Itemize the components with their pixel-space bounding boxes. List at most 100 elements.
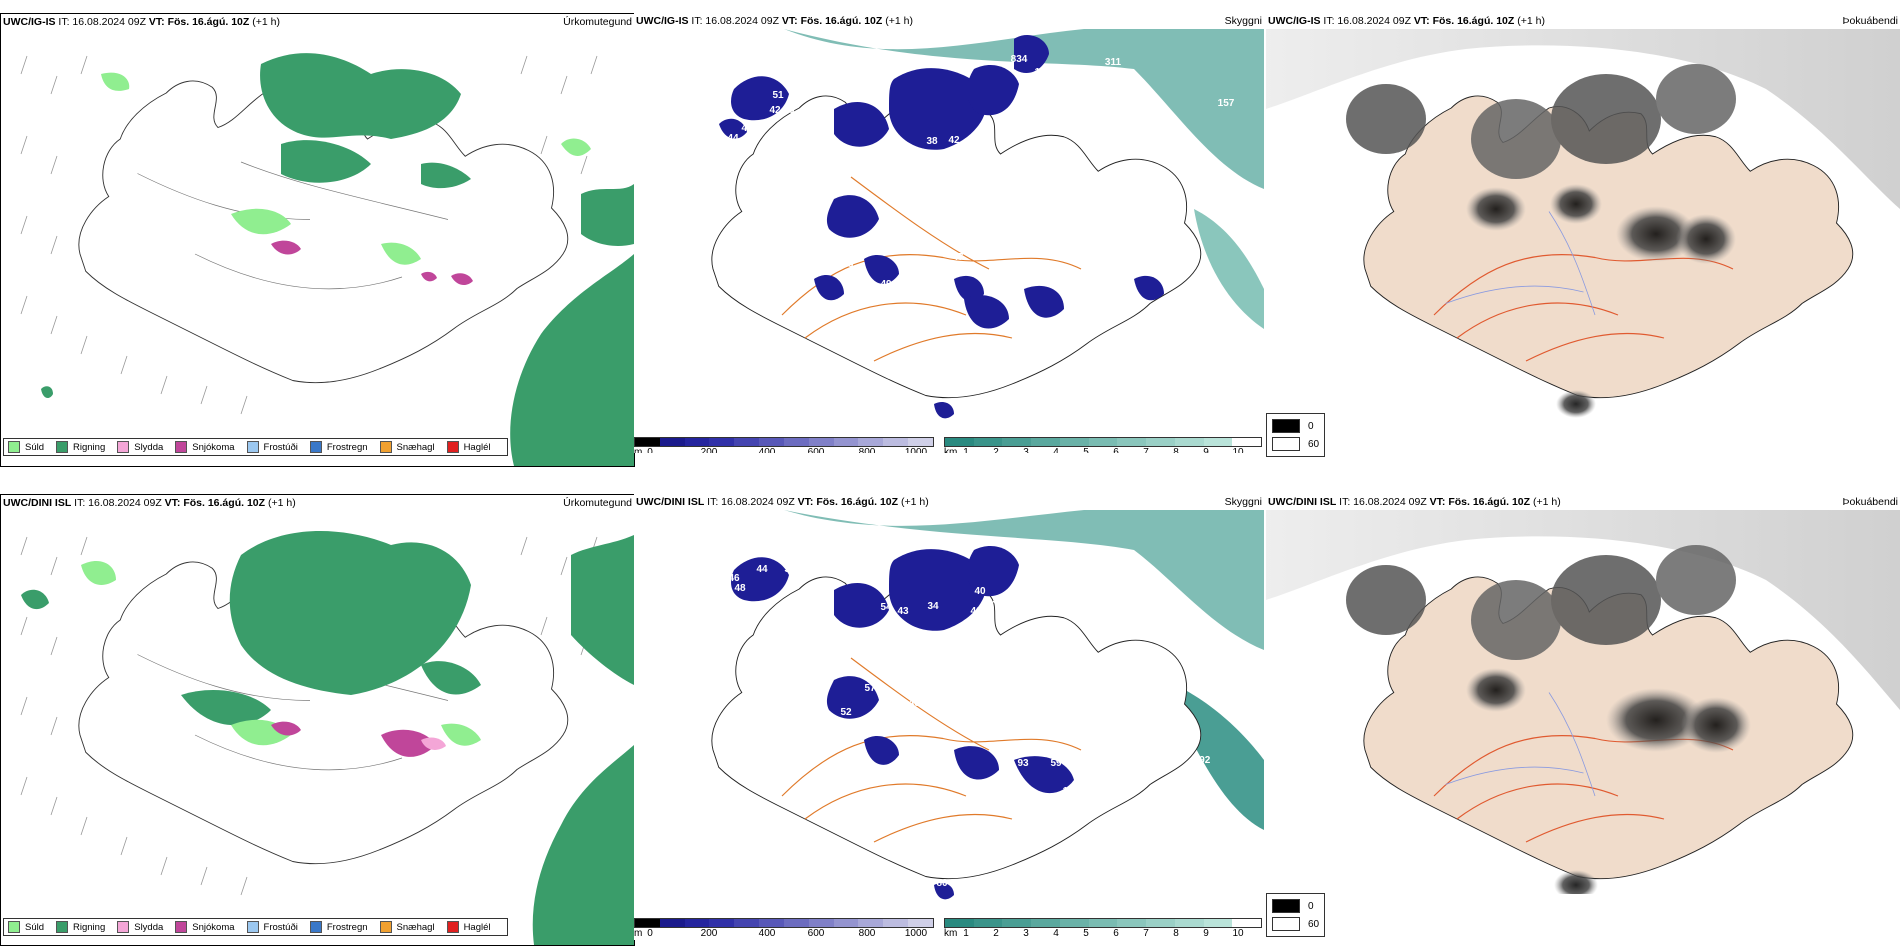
- tick: 9: [1203, 928, 1209, 939]
- tick: 0: [647, 447, 653, 453]
- tick: 6: [1113, 928, 1119, 939]
- tick: 8: [1173, 447, 1179, 453]
- colorbar-segment: [1002, 919, 1032, 927]
- visibility-colorbar: [944, 918, 1262, 928]
- colorbar-segment: [808, 919, 834, 927]
- tick: 8: [1173, 928, 1179, 939]
- colorbar-segment: [1031, 919, 1060, 927]
- tick: 2: [993, 447, 999, 453]
- colorbar-segment: [973, 919, 1003, 927]
- colorbar-segment: [635, 438, 660, 446]
- swatch: [309, 441, 322, 453]
- legend-item: Rigning: [56, 441, 105, 453]
- fog-legend-item: 0: [1272, 417, 1319, 435]
- legend-label: Slydda: [134, 441, 164, 453]
- colorbar-segment: [1117, 438, 1147, 446]
- colorbar-segment: [1117, 919, 1147, 927]
- legend-item: Snjókoma: [175, 441, 235, 453]
- swatch: [446, 921, 459, 933]
- ceiling-ticks: m 0 200 400 600 800 1000: [634, 928, 934, 940]
- panel-title-sky: Skyggni: [1224, 15, 1262, 27]
- sky-header-row1: UWC/IG-IS IT: 16.08.2024 09Z VT: Fös. 16…: [634, 13, 1264, 29]
- colorbar-segment: [1203, 919, 1233, 927]
- ceiling-colorbar: [634, 918, 934, 928]
- tick: 200: [700, 447, 718, 453]
- init-time: IT: 16.08.2024 09Z: [707, 496, 795, 508]
- tick: 4: [1053, 447, 1059, 453]
- swatch: [446, 441, 459, 453]
- precip-map-row1: [20, 53, 634, 466]
- tick: 600: [807, 928, 825, 939]
- init-time: IT: 16.08.2024 09Z: [1339, 496, 1427, 508]
- precip-legend-row2: Súld Rigning Slydda Snjókoma Frostúði Fr…: [3, 918, 508, 936]
- legend-label: Frostúði: [263, 441, 298, 453]
- swatch: [117, 441, 130, 453]
- swatch: [1272, 437, 1300, 451]
- swatch: [56, 921, 69, 933]
- precip-panel-row2: UWC/DINI ISL IT: 16.08.2024 09Z VT: Fös.…: [0, 494, 635, 946]
- colorbar-segment: [833, 919, 859, 927]
- colorbar-segment: [945, 438, 974, 446]
- colorbar-segment: [1174, 919, 1204, 927]
- legend-label: Slydda: [134, 921, 164, 933]
- colorbar-segment: [684, 438, 710, 446]
- tick: 9: [1203, 447, 1209, 453]
- colorbar-segment: [1059, 438, 1089, 446]
- valid-time: VT: Fös. 16.ágú. 10Z: [797, 496, 899, 508]
- vis-scale-row2: km 1 2 3 4 5 6 7 8 9 10: [944, 918, 1262, 940]
- colorbar-segment: [1203, 438, 1233, 446]
- lead-time: (+1 h): [1532, 496, 1561, 508]
- legend-item: Frostúði: [246, 441, 298, 453]
- colorbar-segment: [1031, 438, 1060, 446]
- legend-label: Haglél: [463, 921, 491, 933]
- fog-legend-label: 60: [1308, 918, 1320, 930]
- legend-item: Frostúði: [246, 921, 298, 933]
- legend-item: Súld: [8, 441, 44, 453]
- colorbar-segment: [783, 919, 809, 927]
- legend-label: Snæhagl: [396, 441, 435, 453]
- sky-header-row2: UWC/DINI ISL IT: 16.08.2024 09Z VT: Fös.…: [634, 494, 1264, 510]
- legend-label: Rigning: [73, 921, 106, 933]
- panel-title-precip: Úrkomutegund: [563, 497, 632, 509]
- colorbar-segment: [1232, 919, 1262, 927]
- tick: 1: [963, 447, 969, 453]
- visibility-colorbar: [944, 437, 1262, 447]
- legend-label: Haglél: [463, 441, 491, 453]
- fog-panel-row2: UWC/DINI ISL IT: 16.08.2024 09Z VT: Fös.…: [1266, 494, 1900, 894]
- tick: 800: [858, 447, 876, 453]
- sky-panel-row2: UWC/DINI ISL IT: 16.08.2024 09Z VT: Fös.…: [634, 494, 1264, 940]
- ceiling-unit: m: [634, 928, 643, 939]
- swatch: [56, 441, 69, 453]
- fog-map-row2: [1266, 510, 1900, 894]
- tick: 800: [858, 928, 876, 939]
- legend-item: Snæhagl: [379, 921, 435, 933]
- colorbar-segment: [908, 919, 933, 927]
- colorbar-segment: [709, 919, 735, 927]
- colorbar-segment: [1059, 919, 1089, 927]
- swatch: [1272, 917, 1300, 931]
- legend-item: Haglél: [446, 441, 491, 453]
- lead-time: (+1 h): [267, 497, 296, 509]
- colorbar-segment: [945, 919, 974, 927]
- swatch: [379, 921, 392, 933]
- colorbar-segment: [908, 438, 933, 446]
- model-label: UWC/IG-IS: [636, 15, 689, 27]
- legend-label: Frostregn: [326, 441, 368, 453]
- colorbar-segment: [1232, 438, 1262, 446]
- colorbar-segment: [783, 438, 809, 446]
- swatch: [117, 921, 130, 933]
- colorbar-segment: [759, 438, 784, 446]
- fog-header-row1: UWC/IG-IS IT: 16.08.2024 09Z VT: Fös. 16…: [1266, 13, 1900, 29]
- colorbar-segment: [808, 438, 834, 446]
- colorbar-segment: [858, 438, 884, 446]
- legend-item: Snæhagl: [379, 441, 435, 453]
- legend-label: Súld: [25, 921, 45, 933]
- swatch: [8, 921, 20, 933]
- swatch: [246, 921, 259, 933]
- colorbar-segment: [659, 919, 685, 927]
- colorbar-segment: [833, 438, 859, 446]
- model-label: UWC/IG-IS: [1268, 15, 1321, 27]
- fog-map-row1: [1266, 29, 1900, 418]
- precip-header-row2: UWC/DINI ISL IT: 16.08.2024 09Z VT: Fös.…: [1, 495, 634, 511]
- tick: 4: [1053, 928, 1059, 939]
